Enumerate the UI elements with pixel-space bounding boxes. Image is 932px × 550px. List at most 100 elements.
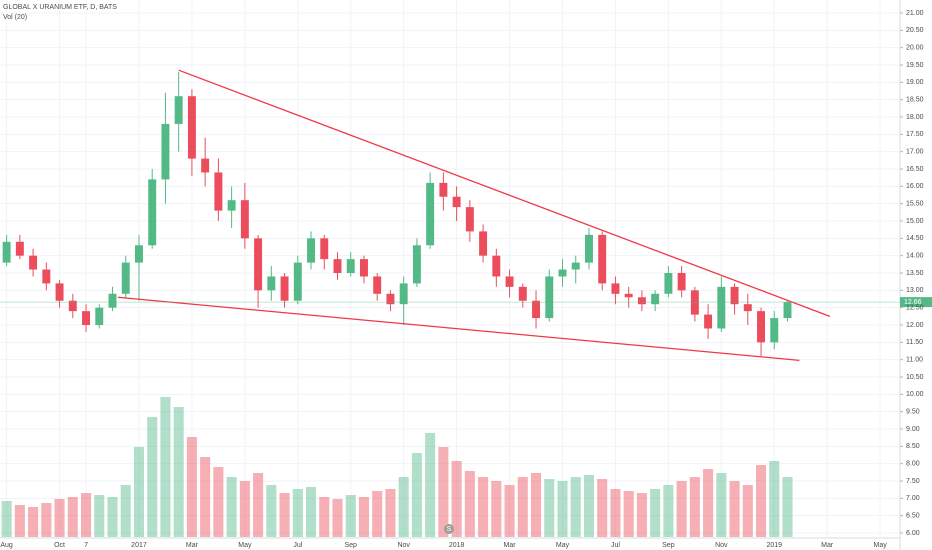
volume-bar [279,493,290,537]
volume-bar [54,499,65,537]
volume-pane [1,397,793,537]
candle-body [518,286,527,301]
y-tick-label: 19.00 [906,79,924,86]
volume-bar [517,477,528,537]
volume-bar [94,495,105,537]
volume-bar [478,477,489,537]
x-tick-label: Jul [293,542,302,549]
volume-bar [491,481,502,537]
candle-body [82,311,90,325]
y-tick-label: 17.50 [906,131,924,138]
candle-body [240,200,249,239]
candle-body [532,300,540,319]
volume-bar [266,485,277,537]
candle-body [439,182,448,197]
volume-bar [28,507,39,537]
candle-body [121,262,130,294]
candle-body [651,293,660,305]
volume-bar [385,489,396,537]
volume-bar [716,473,727,537]
y-tick-label: 16.50 [906,166,924,173]
candle-body [426,182,435,246]
candle-body [55,283,64,301]
y-tick-label: 9.50 [906,409,920,416]
y-tick-label: 18.50 [906,97,924,104]
volume-bar [689,477,700,537]
candle-body [320,238,329,260]
volume-bar [425,433,436,537]
candle-body [770,318,779,343]
split-marker[interactable] [444,524,454,534]
y-tick-label: 20.50 [906,27,924,34]
x-tick-label: Mar [821,542,834,549]
candle-body [611,283,620,294]
candle-body [161,123,170,180]
y-tick-label: 10.50 [906,374,924,381]
x-tick-label: Jul [611,542,620,549]
candle-body [571,262,580,270]
candle-body [412,245,421,284]
volume-bar [438,447,449,537]
x-tick-label: Mar [186,542,199,549]
volume-bar [186,437,197,537]
x-tick-label: May [874,542,888,549]
y-tick-label: 20.00 [906,45,924,52]
candle-body [558,269,567,277]
volume-bar [451,461,462,537]
candle-body [465,207,474,232]
y-tick-label: 12.00 [906,322,924,329]
y-tick-label: 7.50 [906,478,920,485]
candle-body [386,293,395,305]
x-tick-label: Oct [54,542,65,549]
x-tick-label: Nov [715,542,728,549]
volume-bar [570,477,581,537]
volume-bar [213,467,224,537]
y-tick-label: 8.50 [906,443,920,450]
candle-body [505,276,514,287]
x-tick-label: May [238,542,252,549]
volume-bar [120,485,131,537]
volume-bar [676,481,687,537]
y-tick-label: 11.00 [906,357,923,364]
candle-body [783,302,792,319]
candle-body [201,158,210,173]
volume-bar [41,503,52,537]
volume-bar [292,489,303,537]
volume-bar [358,497,369,537]
y-tick-label: 13.50 [906,270,924,277]
candle-body [399,283,408,305]
candle-body [148,179,157,246]
volume-bar [133,447,144,537]
volume-bar [544,479,555,537]
y-tick-label: 17.00 [906,149,924,156]
volume-bar [464,471,475,537]
volume-bar [597,479,608,537]
candle-body [29,255,38,270]
candles [2,71,792,357]
volume-bar [557,481,568,537]
candle-body [227,200,236,211]
overlays: 12.66 [0,69,932,362]
volume-bar [504,485,515,537]
volume-bar [107,497,118,537]
x-tick-label: Nov [397,542,410,549]
candle-body [545,276,554,319]
y-tick-label: 6.50 [906,513,920,520]
y-tick-label: 15.50 [906,201,924,208]
y-tick-label: 14.00 [906,253,924,260]
indicator-label: Vol (20) [3,14,27,21]
x-tick-label: Sep [662,542,675,549]
candle-body [624,293,633,298]
volume-bar [226,477,237,537]
candle-body [267,276,276,291]
x-tick-label: 2017 [131,542,147,549]
volume-bar [200,457,211,537]
volume-bar [398,477,409,537]
candle-body [254,238,263,291]
y-tick-label: 21.00 [906,10,924,17]
volume-bar [160,397,171,537]
candle-body [293,262,302,301]
last-price-box [900,297,932,308]
candle-body [717,286,726,329]
